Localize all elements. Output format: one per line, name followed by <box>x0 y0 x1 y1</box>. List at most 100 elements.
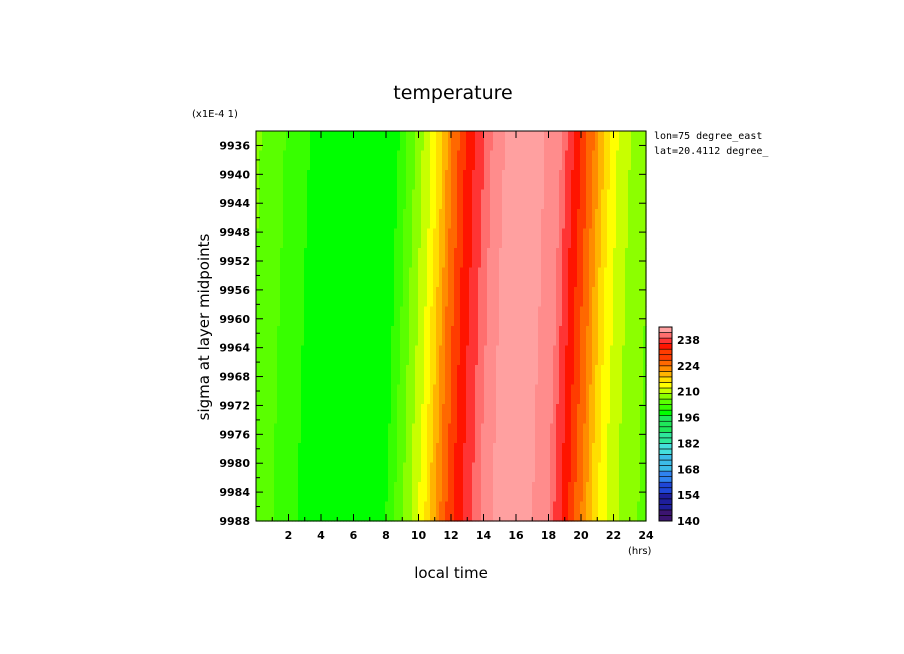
heatmap-cell <box>580 501 584 522</box>
heatmap-cell <box>535 150 539 171</box>
heatmap-cell <box>346 482 350 503</box>
heatmap-cell <box>475 482 479 503</box>
heatmap-cell <box>466 248 470 269</box>
heatmap-cell <box>307 209 311 230</box>
heatmap-cell <box>445 501 449 522</box>
heatmap-cell <box>640 365 644 386</box>
heatmap-cell <box>445 131 449 152</box>
heatmap-cell <box>358 482 362 503</box>
heatmap-cell <box>625 287 629 308</box>
heatmap-cell <box>340 189 344 210</box>
heatmap-cell <box>325 248 329 269</box>
heatmap-cell <box>583 209 587 230</box>
heatmap-cell <box>292 267 296 288</box>
heatmap-cell <box>358 443 362 464</box>
heatmap-cell <box>313 501 317 522</box>
heatmap-cell <box>277 170 281 191</box>
heatmap-cell <box>391 365 395 386</box>
heatmap-cell <box>379 501 383 522</box>
heatmap-cell <box>259 248 263 269</box>
heatmap-cell <box>316 267 320 288</box>
heatmap-cell <box>295 306 299 327</box>
heatmap-cell <box>505 423 509 444</box>
heatmap-cell <box>358 228 362 249</box>
heatmap-cell <box>502 287 506 308</box>
heatmap-cell <box>301 170 305 191</box>
heatmap-cell <box>541 462 545 483</box>
heatmap-cell <box>511 248 515 269</box>
heatmap-cell <box>322 404 326 425</box>
heatmap-cell <box>325 404 329 425</box>
heatmap-cell <box>622 462 626 483</box>
heatmap-cell <box>574 365 578 386</box>
heatmap-cell <box>523 443 527 464</box>
heatmap-cell <box>406 443 410 464</box>
heatmap-cell <box>613 267 617 288</box>
heatmap-cell <box>355 150 359 171</box>
heatmap-cell <box>316 228 320 249</box>
colorbar-swatch <box>658 326 673 333</box>
heatmap-cell <box>598 462 602 483</box>
heatmap-cell <box>334 423 338 444</box>
heatmap-cell <box>388 306 392 327</box>
heatmap-cell <box>454 287 458 308</box>
heatmap-cell <box>619 423 623 444</box>
heatmap-cell <box>454 384 458 405</box>
heatmap-cell <box>268 462 272 483</box>
heatmap-cell <box>502 150 506 171</box>
heatmap-cell <box>508 501 512 522</box>
heatmap-cell <box>388 170 392 191</box>
heatmap-cell <box>298 228 302 249</box>
heatmap-cell <box>637 404 641 425</box>
heatmap-cell <box>607 248 611 269</box>
heatmap-cell <box>385 443 389 464</box>
colorbar-swatch <box>658 459 673 466</box>
heatmap-cell <box>448 287 452 308</box>
heatmap-cell <box>319 345 323 366</box>
heatmap-cell <box>367 189 371 210</box>
heatmap-cell <box>424 248 428 269</box>
heatmap-cell <box>388 326 392 347</box>
heatmap-cell <box>259 365 263 386</box>
heatmap-cell <box>565 287 569 308</box>
heatmap-cell <box>385 404 389 425</box>
heatmap-cell <box>301 189 305 210</box>
heatmap-cell <box>394 345 398 366</box>
heatmap-cell <box>334 345 338 366</box>
heatmap-cell <box>514 423 518 444</box>
heatmap-cell <box>526 345 530 366</box>
heatmap-cell <box>610 150 614 171</box>
heatmap-cell <box>631 131 635 152</box>
heatmap-cell <box>478 423 482 444</box>
heatmap-cell <box>304 482 308 503</box>
heatmap-cell <box>346 189 350 210</box>
heatmap-cell <box>496 404 500 425</box>
heatmap-cell <box>310 501 314 522</box>
heatmap-cell <box>631 365 635 386</box>
heatmap-cell <box>586 404 590 425</box>
heatmap-cell <box>349 404 353 425</box>
heatmap-cell <box>541 501 545 522</box>
heatmap-cell <box>466 365 470 386</box>
heatmap-cell <box>595 501 599 522</box>
heatmap-cell <box>334 228 338 249</box>
heatmap-cell <box>262 287 266 308</box>
heatmap-cell <box>622 482 626 503</box>
heatmap-cell <box>478 248 482 269</box>
heatmap-cell <box>301 384 305 405</box>
heatmap-cell <box>460 228 464 249</box>
heatmap-cell <box>304 248 308 269</box>
heatmap-cell <box>499 443 503 464</box>
heatmap-cell <box>436 462 440 483</box>
heatmap-cell <box>481 326 485 347</box>
heatmap-cell <box>379 228 383 249</box>
heatmap-cell <box>481 209 485 230</box>
heatmap-cell <box>358 501 362 522</box>
heatmap-cell <box>568 423 572 444</box>
heatmap-cell <box>529 267 533 288</box>
heatmap-cell <box>397 267 401 288</box>
heatmap-cell <box>418 501 422 522</box>
heatmap-cell <box>589 170 593 191</box>
heatmap-cell <box>499 326 503 347</box>
heatmap-cell <box>538 501 542 522</box>
